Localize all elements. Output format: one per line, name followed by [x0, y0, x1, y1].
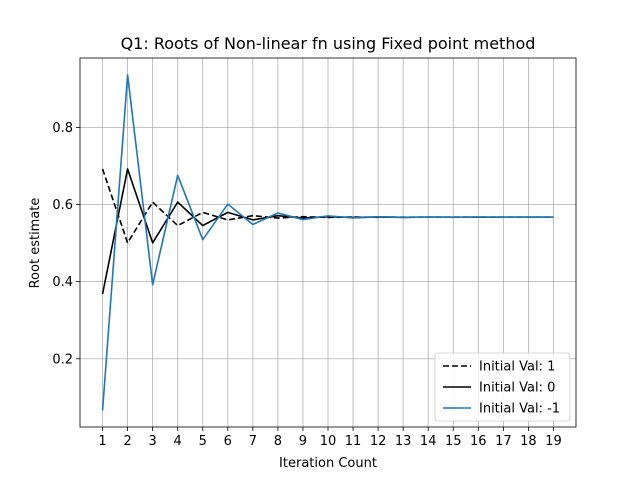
x-tick-label: 1 [98, 434, 106, 449]
legend: Initial Val: 1 Initial Val: 0 Initial Val:… [434, 352, 571, 422]
x-tick-label: 4 [174, 434, 182, 449]
chart-title: Q1: Roots of Non-linear fn using Fixed p… [121, 34, 536, 53]
series-line-3 [101, 74, 554, 411]
legend-label: Initial Val: -1 [479, 402, 560, 417]
x-tick-label: 12 [370, 434, 387, 449]
y-tick-label: 0.6 [52, 198, 73, 213]
ticks: 1 2 3 4 5 6 7 8 9 10 11 12 13 14 15 16 17 18 190.20.40.60.… [52, 121, 561, 449]
grid [80, 58, 576, 427]
legend-box [434, 352, 571, 422]
x-tick-label: 3 [149, 434, 157, 449]
x-tick-label: 7 [249, 434, 257, 449]
x-tick-label: 5 [199, 434, 207, 449]
legend-label: Initial Val: 1 [479, 360, 555, 375]
series-layer [101, 74, 554, 411]
x-tick-label: 2 [123, 434, 131, 449]
y-tick-label: 0.8 [52, 121, 73, 136]
x-tick-label: 19 [545, 434, 562, 449]
y-axis-title: Root estimate [28, 198, 43, 289]
x-axis-title: Iteration Count [279, 456, 377, 471]
x-tick-label: 15 [445, 434, 462, 449]
x-tick-label: 18 [520, 434, 537, 449]
y-tick-label: 0.4 [52, 275, 73, 290]
x-tick-label: 11 [345, 434, 362, 449]
legend-label: Initial Val: 0 [479, 381, 555, 396]
x-tick-label: 16 [470, 434, 487, 449]
x-tick-label: 10 [320, 434, 337, 449]
x-tick-label: 8 [274, 434, 282, 449]
x-tick-label: 14 [420, 434, 437, 449]
x-tick-label: 17 [495, 434, 512, 449]
x-tick-label: 9 [299, 434, 307, 449]
x-tick-label: 6 [224, 434, 232, 449]
x-tick-label: 13 [395, 434, 412, 449]
y-tick-label: 0.2 [52, 352, 73, 367]
